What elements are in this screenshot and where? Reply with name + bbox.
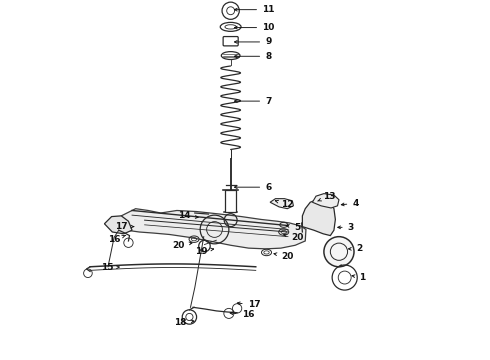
FancyBboxPatch shape (223, 37, 238, 46)
Text: 16: 16 (230, 310, 254, 319)
Circle shape (324, 237, 354, 267)
Text: 17: 17 (115, 222, 134, 231)
Text: 13: 13 (318, 192, 336, 201)
Polygon shape (119, 209, 306, 249)
Text: 17: 17 (237, 300, 260, 309)
Text: 4: 4 (342, 199, 359, 208)
Text: 14: 14 (178, 211, 198, 220)
Text: 16: 16 (108, 235, 126, 244)
Text: 20: 20 (274, 252, 294, 261)
Text: 11: 11 (234, 5, 274, 14)
Text: 2: 2 (348, 244, 362, 253)
Polygon shape (302, 199, 335, 235)
Text: 18: 18 (174, 318, 194, 327)
Polygon shape (270, 199, 294, 209)
Text: 20: 20 (172, 241, 192, 250)
Text: 19: 19 (195, 247, 214, 256)
Text: 6: 6 (234, 183, 271, 192)
Text: 10: 10 (234, 23, 274, 32)
Text: 15: 15 (100, 264, 120, 273)
Text: 1: 1 (352, 273, 366, 282)
Text: 8: 8 (234, 52, 271, 61)
Text: 12: 12 (275, 200, 294, 209)
Polygon shape (104, 216, 132, 234)
Text: 20: 20 (284, 233, 303, 242)
Polygon shape (313, 194, 339, 208)
Text: 3: 3 (338, 223, 354, 232)
Text: 9: 9 (234, 37, 271, 46)
FancyBboxPatch shape (225, 189, 236, 212)
Text: 7: 7 (234, 96, 271, 105)
Text: 5: 5 (286, 223, 300, 232)
